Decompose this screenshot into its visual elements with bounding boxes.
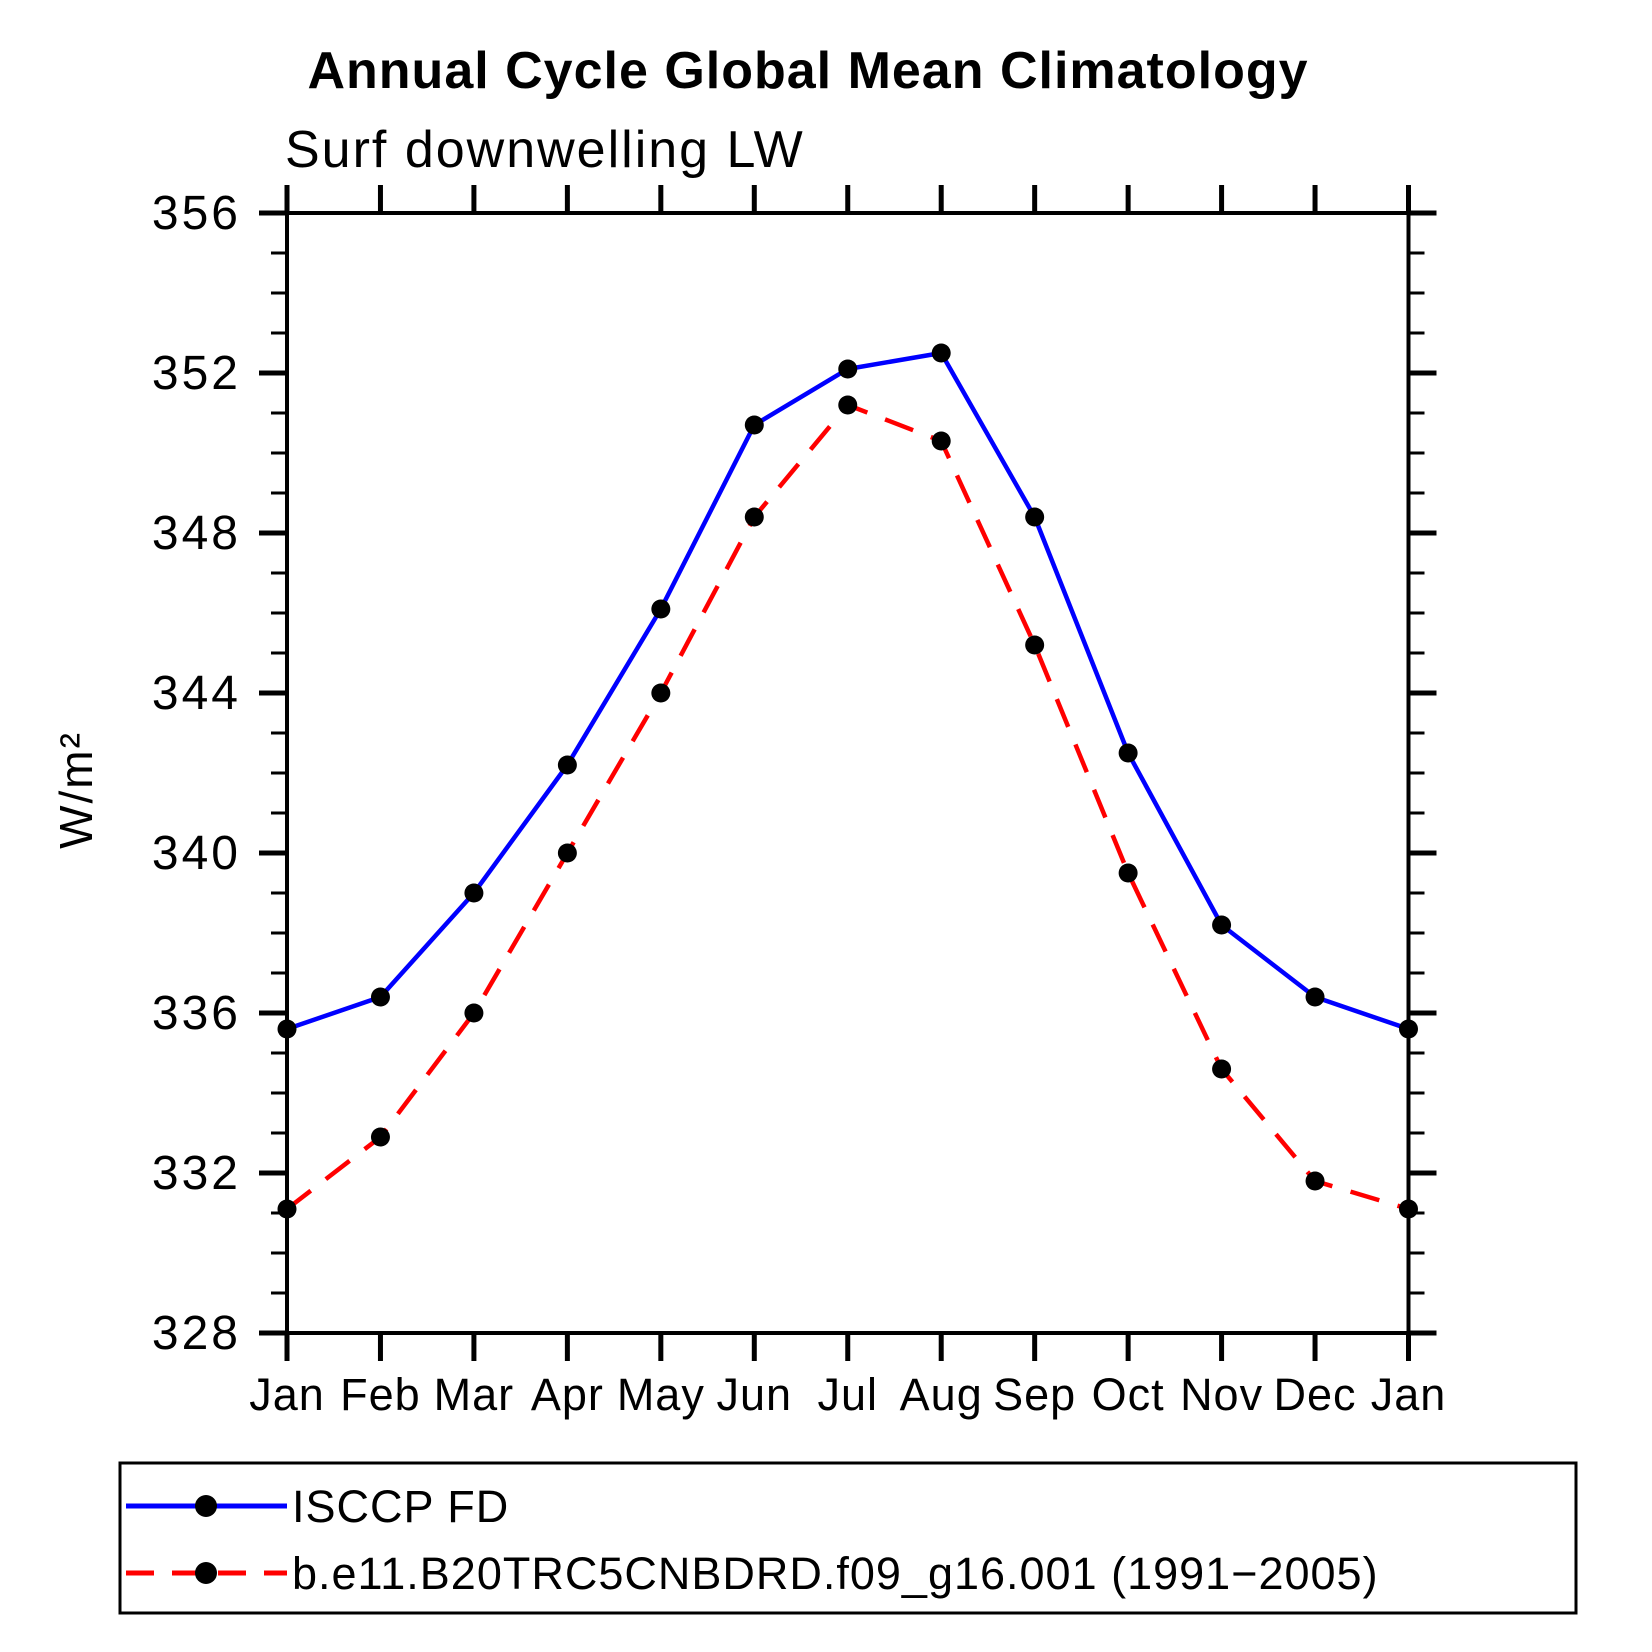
y-tick-label: 332 bbox=[152, 1147, 241, 1200]
x-tick-label: Nov bbox=[1180, 1369, 1263, 1420]
y-tick-label: 328 bbox=[152, 1307, 241, 1360]
x-tick-label: Oct bbox=[1092, 1369, 1165, 1420]
x-tick-label: Mar bbox=[434, 1369, 515, 1420]
x-tick-label: Jan bbox=[1371, 1369, 1447, 1420]
data-point-marker bbox=[1025, 635, 1045, 655]
data-point-marker bbox=[838, 359, 858, 379]
x-tick-label: Feb bbox=[340, 1369, 421, 1420]
data-point-marker bbox=[1118, 863, 1138, 883]
plot-frame bbox=[285, 211, 1411, 1335]
data-point-marker bbox=[557, 843, 577, 863]
data-point-marker bbox=[277, 1019, 297, 1039]
data-point-marker bbox=[744, 415, 764, 435]
legend-marker-icon bbox=[195, 1495, 217, 1517]
x-tick-label: Jan bbox=[249, 1369, 325, 1420]
chart-title: Annual Cycle Global Mean Climatology bbox=[307, 42, 1308, 100]
data-point-marker bbox=[651, 683, 671, 703]
series-line-model bbox=[285, 402, 1410, 1212]
y-tick-label: 356 bbox=[152, 187, 241, 240]
y-tick-label: 344 bbox=[152, 667, 241, 720]
data-point-marker bbox=[931, 431, 951, 451]
data-point-marker bbox=[1399, 1199, 1418, 1219]
legend-entry-model: b.e11.B20TRC5CNBDRD.f09_g16.001 (1991−20… bbox=[126, 1548, 1379, 1599]
data-point-marker bbox=[1118, 743, 1138, 763]
y-tick-label: 340 bbox=[152, 827, 241, 880]
data-point-marker bbox=[464, 883, 484, 903]
data-point-marker bbox=[464, 1003, 484, 1023]
data-point-marker bbox=[1212, 915, 1232, 935]
data-point-marker bbox=[1305, 987, 1325, 1007]
legend-marker-icon bbox=[195, 1562, 217, 1584]
data-point-marker bbox=[744, 507, 764, 527]
data-point-marker bbox=[1305, 1171, 1325, 1191]
x-tick-label: Dec bbox=[1274, 1369, 1357, 1420]
x-tick-label: May bbox=[617, 1369, 705, 1420]
x-tick-label: Apr bbox=[531, 1369, 604, 1420]
y-tick-label: 352 bbox=[152, 347, 241, 400]
x-tick-label: Aug bbox=[900, 1369, 983, 1420]
data-point-marker bbox=[1212, 1059, 1232, 1079]
x-tick-label: Jun bbox=[717, 1369, 793, 1420]
data-point-marker bbox=[557, 755, 577, 775]
y-tick-label: 348 bbox=[152, 507, 241, 560]
data-point-marker bbox=[1399, 1019, 1418, 1039]
data-point-marker bbox=[1025, 507, 1045, 527]
data-point-marker bbox=[370, 987, 390, 1007]
legend-label-model: b.e11.B20TRC5CNBDRD.f09_g16.001 (1991−20… bbox=[292, 1548, 1379, 1599]
y-tick-label: 336 bbox=[152, 987, 241, 1040]
chart-subtitle: Surf downwelling LW bbox=[285, 121, 805, 179]
data-point-marker bbox=[931, 343, 951, 363]
data-point-marker bbox=[370, 1127, 390, 1147]
legend-box bbox=[118, 1461, 1578, 1615]
series-line-isccp-fd bbox=[286, 350, 1410, 1032]
legend-entry-isccp-fd: ISCCP FD bbox=[126, 1481, 509, 1532]
legend: ISCCP FD b.e11.B20TRC5CNBDRD.f09_g16.001… bbox=[118, 1461, 1578, 1615]
x-tick-label: Sep bbox=[993, 1369, 1076, 1420]
y-axis-label: W/m² bbox=[50, 731, 102, 849]
data-point-marker bbox=[651, 599, 671, 619]
data-point-marker bbox=[838, 395, 858, 415]
data-point-marker bbox=[277, 1199, 297, 1219]
legend-label-isccp-fd: ISCCP FD bbox=[292, 1481, 509, 1532]
x-tick-label: Jul bbox=[817, 1369, 878, 1420]
